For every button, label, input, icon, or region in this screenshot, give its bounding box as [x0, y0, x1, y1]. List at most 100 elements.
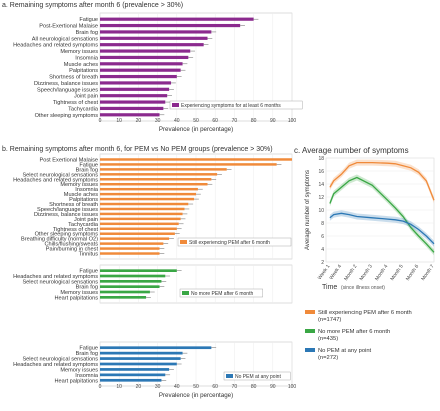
category-label-select-neurological-sensations: Select neurological sensations — [22, 357, 98, 363]
legend-label-no-pem-at-any-point: No PEM at any point — [318, 348, 372, 354]
x-tick-label-b3: 10 — [116, 384, 122, 390]
x-tick-label-a: 60 — [212, 118, 218, 124]
bar-a-other-sleeping-symptoms — [100, 113, 160, 117]
category-label-headaches-and-related-symptoms: Headaches and related symptoms — [13, 274, 98, 280]
legend-label-a: Experiencing symptoms for at least 6 mon… — [181, 103, 281, 109]
category-label-shortness-of-breath: Shortness of breath — [49, 75, 98, 81]
x-axis-note-c: (since illness onset) — [341, 285, 385, 291]
category-label-memory-issues: Memory issues — [60, 367, 98, 373]
bar-b1-insomnia — [100, 187, 198, 191]
y-tick-label-c: 14 — [318, 182, 324, 188]
category-label-memory-issues: Memory issues — [60, 182, 98, 188]
y-tick-label-c: 2 — [321, 260, 324, 266]
category-label-heart-palpitations: Heart palpitations — [54, 295, 98, 301]
bar-b1-memory-issues — [100, 182, 208, 186]
category-label-breathing-difficulty-normal-o2: Breathing difficulty (normal O2) — [21, 237, 98, 243]
x-tick-label-a: 0 — [99, 118, 102, 124]
x-tick-label-b3: 20 — [136, 384, 142, 390]
x-tick-label-a: 10 — [116, 118, 122, 124]
x-tick-label-b3: 60 — [212, 384, 218, 390]
bar-b1-tachycardia — [100, 222, 179, 226]
bar-b1-other-sleeping-symptoms — [100, 232, 175, 235]
legend-swatch-b3 — [226, 374, 233, 378]
category-label-heart-palpitations: Heart palpitations — [54, 378, 98, 384]
category-label-joint-pain: Joint pain — [74, 217, 98, 223]
bar-a-memory-issues — [100, 49, 191, 53]
legend-swatch-still-experiencing-pem-after-6-month — [305, 310, 315, 314]
panel-c-title: c. Average number of symptoms — [294, 146, 409, 155]
bar-b1-muscle-aches — [100, 192, 196, 196]
category-label-tightness-of-chest: Tightness of chest — [53, 227, 99, 233]
bar-b2-heart-palpitations — [100, 296, 147, 299]
category-label-tachycardia: Tachycardia — [68, 222, 99, 228]
bar-b2-select-neurological-sensations — [100, 280, 162, 283]
bar-b1-select-neurological-sensations — [100, 173, 218, 176]
legend-label-b1: Still experiencing PEM after 6 month — [189, 240, 270, 246]
bar-b1-joint-pain — [100, 217, 181, 221]
confidence-band-no-pem-at-any-point — [329, 210, 434, 247]
x-tick-label-b3: 100 — [288, 384, 297, 390]
category-label-brain-fog: Brain fog — [76, 351, 98, 357]
bar-a-dizziness-balance-issues — [100, 81, 172, 85]
x-tick-label-c: Month 6 — [405, 264, 420, 282]
x-axis-title-c: Time — [322, 284, 337, 291]
category-label-all-neurological-sensations: All neurological sensations — [32, 36, 98, 42]
x-tick-label-b3: 70 — [232, 384, 238, 390]
legend-swatch-no-more-pem-after-6-month — [305, 329, 315, 333]
bar-a-brain-fog — [100, 30, 212, 34]
y-tick-label-c: 6 — [321, 234, 324, 240]
legend-box-b3 — [223, 371, 291, 381]
legend-box-b2 — [179, 288, 263, 298]
legend-label-no-more-pem-after-6-month: No more PEM after 6 month — [318, 329, 390, 335]
bar-b1-palpitations — [100, 197, 195, 201]
x-axis-title-a: Prevalence (in percentage) — [159, 126, 233, 133]
bar-a-joint-pain — [100, 94, 168, 98]
x-tick-label-b3: 80 — [251, 384, 257, 390]
category-label-insomnia: Insomnia — [75, 187, 99, 193]
x-tick-label-a: 70 — [232, 118, 238, 124]
bar-b1-shortness-of-breath — [100, 202, 189, 206]
x-tick-label-b3: 0 — [99, 384, 102, 390]
x-tick-label-c: Month 4 — [374, 264, 389, 282]
y-axis-title-c: Average number of symptoms — [305, 170, 311, 250]
legend-swatch-no-pem-at-any-point — [305, 348, 315, 352]
category-label-memory-issues: Memory issues — [60, 49, 98, 55]
category-label-fatigue: Fatigue — [79, 17, 98, 23]
x-tick-label-b3: 30 — [155, 384, 161, 390]
bar-b2-fatigue — [100, 269, 177, 272]
x-tick-label-a: 30 — [155, 118, 161, 124]
bar-b3-brain-fog — [100, 351, 183, 355]
x-tick-label-a: 80 — [251, 118, 257, 124]
bar-b3-memory-issues — [100, 368, 170, 371]
bar-b1-tightness-of-chest — [100, 227, 177, 231]
category-label-dizziness-balance-issues: Dizziness, balance issues — [34, 212, 98, 218]
category-label-headaches-and-related-symptoms: Headaches and related symptoms — [13, 177, 98, 183]
legend-label-b3: No PEM at any point — [235, 374, 281, 380]
bar-a-all-neurological-sensations — [100, 36, 208, 40]
bar-b3-fatigue — [100, 346, 212, 350]
panel-a-title: a. Remaining symptoms after month 6 (pre… — [2, 2, 184, 9]
category-label-dizziness-balance-issues: Dizziness, balance issues — [34, 81, 98, 87]
category-label-post-exertional-malaise: Post Exertional Malaise — [40, 157, 98, 163]
y-tick-label-c: 12 — [318, 195, 324, 201]
x-tick-label-b3: 40 — [174, 384, 180, 390]
category-label-brain-fog: Brain fog — [76, 30, 98, 36]
legend-swatch-b1 — [180, 240, 187, 244]
category-label-tinnitus: Tinnitus — [79, 252, 99, 258]
bar-b1-tinnitus — [100, 252, 160, 255]
category-label-fatigue: Fatigue — [79, 346, 98, 352]
series-line-no-more-pem-after-6-month — [329, 176, 435, 253]
category-label-select-neurological-sensations: Select neurological sensations — [22, 172, 98, 178]
bar-b1-fatigue — [100, 163, 277, 166]
bar-b1-brain-fog — [100, 168, 227, 171]
x-tick-label-c: Month 2 — [343, 264, 358, 282]
series-line-still-experiencing-pem-after-6-month — [329, 161, 435, 201]
category-label-insomnia: Insomnia — [75, 55, 99, 61]
bar-b2-memory-issues — [100, 290, 150, 294]
bar-a-shortness-of-breath — [100, 74, 177, 79]
category-label-speech-language-issues: Speech/language issues — [37, 87, 98, 93]
category-label-speech-language-issues: Speech/language issues — [37, 207, 98, 213]
category-label-brain-fog: Brain fog — [76, 167, 98, 173]
legend-swatch-b2 — [182, 291, 189, 295]
bar-a-muscle-aches — [100, 62, 183, 66]
